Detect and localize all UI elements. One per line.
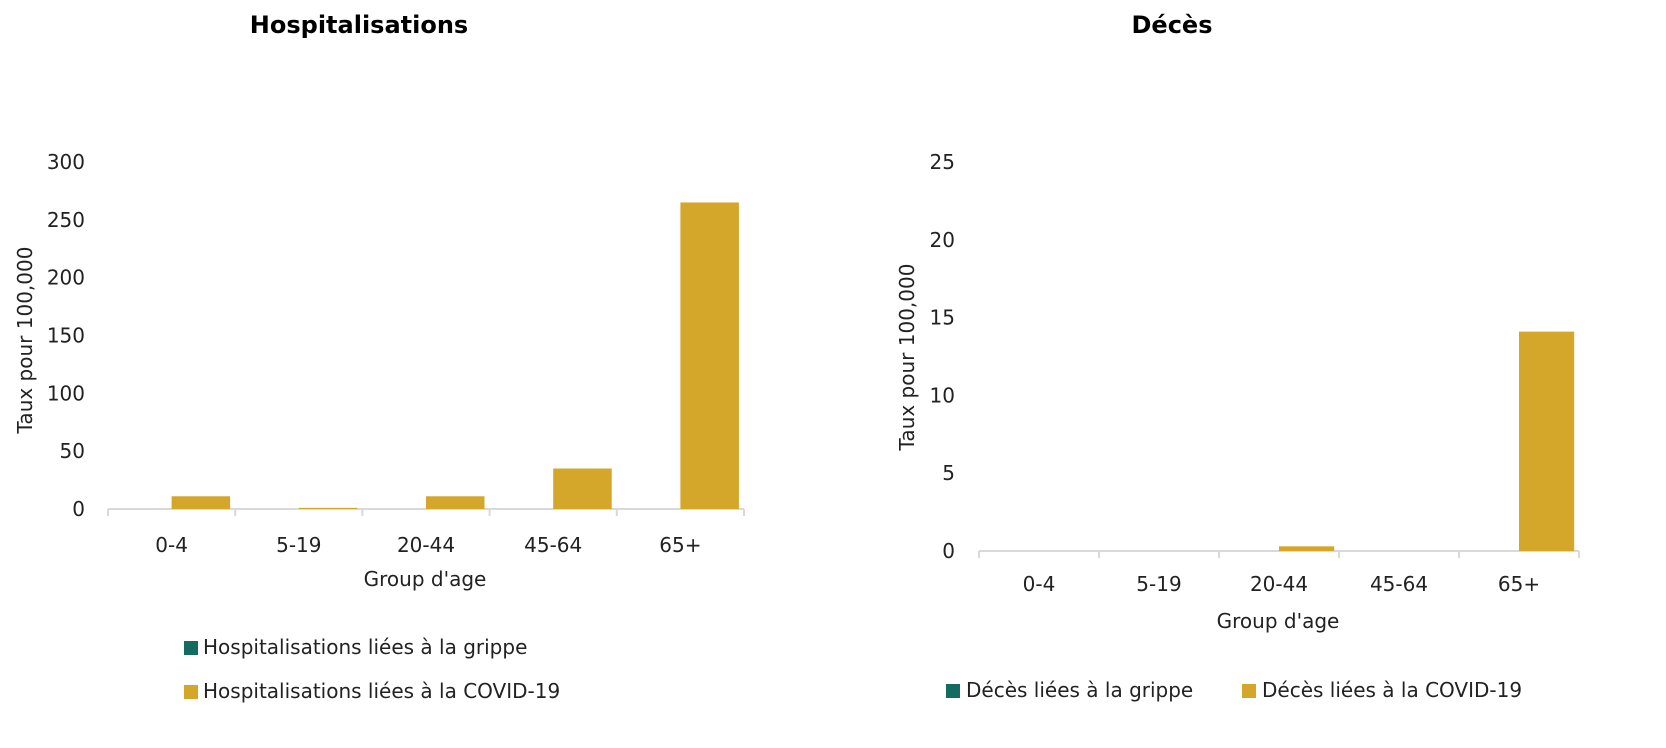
- y-tick-label: 20: [930, 228, 955, 252]
- x-tick-label: 0-4: [155, 533, 188, 557]
- y-tick-label: 300: [47, 150, 85, 174]
- bars: [1279, 331, 1575, 551]
- y-tick-label: 50: [60, 439, 85, 463]
- bar-covid-20-44: [426, 496, 485, 509]
- y-tick-label: 0: [72, 497, 85, 521]
- hospitalisations-chart: Hospitalisations 0 50 100 150 200 250 300 Taux…: [13, 11, 745, 703]
- y-axis-ticks: 0 5 10 15 20 25: [930, 150, 955, 563]
- bar-covid-65+: [1519, 331, 1575, 551]
- x-tick-label: 5-19: [276, 533, 321, 557]
- y-tick-label: 200: [47, 266, 85, 290]
- y-tick-label: 25: [930, 150, 955, 174]
- legend-swatch-covid: [184, 685, 198, 699]
- x-axis-label: Group d'age: [364, 567, 487, 591]
- y-axis-ticks: 0 50 100 150 200 250 300: [47, 150, 85, 521]
- x-tick-label: 45-64: [524, 533, 582, 557]
- y-tick-label: 150: [47, 324, 85, 348]
- legend-label-flu: Hospitalisations liées à la grippe: [203, 635, 527, 659]
- x-tick-label: 0-4: [1023, 572, 1056, 596]
- deces-chart: Décès 0 5 10 15 20 25 Taux pour 100,000 0-4 5-…: [895, 11, 1580, 702]
- legend: Hospitalisations liées à la grippe Hospi…: [184, 635, 560, 703]
- y-tick-label: 15: [930, 306, 955, 330]
- chart-title: Décès: [1132, 11, 1213, 39]
- legend-swatch-flu: [184, 641, 198, 655]
- x-axis-label: Group d'age: [1217, 609, 1340, 633]
- bar-covid-5-19: [298, 507, 358, 509]
- x-axis-ticks: 0-4 5-19 20-44 45-64 65+: [107, 509, 745, 557]
- legend: Décès liées à la grippe Décès liées à la…: [946, 678, 1522, 702]
- y-tick-label: 10: [930, 383, 955, 407]
- x-tick-label: 65+: [1498, 572, 1540, 596]
- x-tick-label: 20-44: [397, 533, 455, 557]
- x-tick-label: 20-44: [1250, 572, 1308, 596]
- bar-covid-0-4: [171, 496, 231, 509]
- legend-label-covid: Hospitalisations liées à la COVID-19: [203, 679, 560, 703]
- y-tick-label: 5: [942, 461, 955, 485]
- y-axis-label: Taux pour 100,000: [895, 264, 919, 452]
- x-tick-label: 45-64: [1370, 572, 1428, 596]
- legend-label-covid: Décès liées à la COVID-19: [1262, 678, 1522, 702]
- bars: [171, 202, 739, 509]
- x-tick-label: 65+: [659, 533, 701, 557]
- bar-covid-45-64: [553, 468, 612, 509]
- legend-swatch-flu: [946, 684, 960, 698]
- legend-swatch-covid: [1242, 684, 1256, 698]
- x-tick-label: 5-19: [1136, 572, 1181, 596]
- bar-covid-65+: [680, 202, 739, 509]
- bar-covid-20-44: [1279, 546, 1335, 551]
- y-axis-label: Taux pour 100,000: [13, 247, 37, 435]
- x-axis-ticks: 0-4 5-19 20-44 45-64 65+: [978, 551, 1580, 596]
- y-tick-label: 100: [47, 381, 85, 405]
- y-tick-label: 0: [942, 539, 955, 563]
- chart-title: Hospitalisations: [250, 11, 468, 39]
- legend-label-flu: Décès liées à la grippe: [966, 678, 1193, 702]
- y-tick-label: 250: [47, 208, 85, 232]
